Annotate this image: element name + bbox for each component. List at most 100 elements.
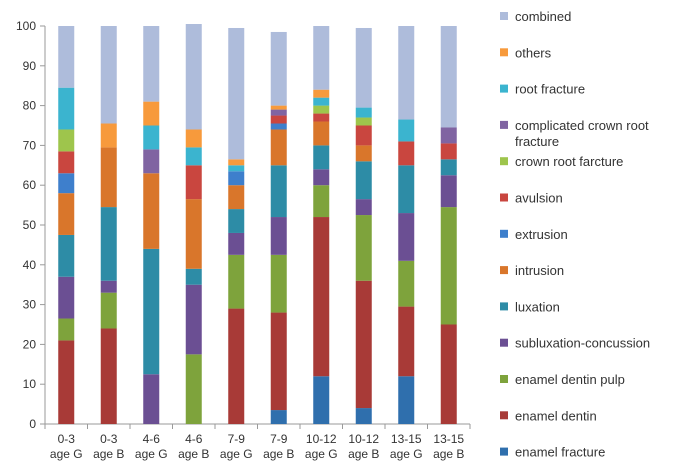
bar-segment-enamel-dentin (355, 280, 372, 409)
bar-segment-subluxation-concussion (100, 280, 117, 293)
bar-segment-luxation (58, 234, 75, 277)
bar-segment-combined (313, 26, 330, 90)
legend-label: complicated crown root fracture (515, 118, 649, 149)
bar-segment-enamel-dentin-pulp (58, 318, 75, 341)
bar-segment-root-fracture (398, 119, 415, 142)
bar-segment-complicated-crown-root-fracture (143, 149, 160, 174)
y-tick-label: 90 (23, 59, 37, 73)
x-tick-label: 4-6 age G (135, 432, 168, 461)
legend-label: root fracture (515, 82, 585, 97)
bar-segment-combined (228, 27, 245, 160)
bar-segment-avulsion (185, 165, 202, 200)
bar-segment-luxation (185, 268, 202, 285)
x-axis: 0-3 age G 0-3 age B 4-6 age G 4-6 age B 7-9 age G… (44, 423, 471, 461)
x-tick-label: 4-6 age B (178, 432, 209, 461)
legend-swatch (500, 338, 508, 347)
bar-segment-intrusion (270, 129, 287, 166)
bar-segment-subluxation-concussion (355, 199, 372, 216)
bar-segment-extrusion (58, 173, 75, 194)
legend-label: others (515, 45, 552, 60)
legend-swatch (500, 229, 508, 238)
bar-segment-enamel-dentin-pulp (185, 354, 202, 424)
bar-segment-combined (398, 26, 415, 120)
bar-segment-root-fracture (228, 165, 245, 172)
bar-segment-enamel-dentin (440, 324, 457, 424)
legend-swatch (500, 120, 508, 129)
legend-label: enamel dentin (515, 408, 597, 423)
y-axis: 0 10 20 30 40 50 60 70 80 90 100 (16, 19, 46, 431)
bar-segment-enamel-dentin-pulp (228, 254, 245, 309)
bar-segment-root-fracture (143, 125, 160, 150)
bar-segment-subluxation-concussion (228, 232, 245, 255)
bar-segment-luxation (398, 165, 415, 214)
bar-segment-extrusion (228, 171, 245, 186)
bar-segment-intrusion (58, 193, 75, 235)
bar-segment-others (143, 101, 160, 126)
bar-segment-enamel-dentin (313, 217, 330, 377)
bar-segment-crown-root-farcture (313, 105, 330, 114)
x-tick-label: 10-12 age B (348, 432, 379, 461)
bar-segment-luxation (228, 209, 245, 233)
x-tick-label: 13-15 age B (433, 432, 464, 461)
bar-segment-root-fracture (58, 87, 75, 130)
bar-segment-enamel-dentin-pulp (355, 215, 372, 281)
x-tick-label: 0-3 age B (93, 432, 124, 461)
y-tick-label: 80 (23, 99, 37, 113)
bar-segment-subluxation-concussion (440, 175, 457, 208)
bar-segment-enamel-dentin (228, 308, 245, 424)
bar-segment-others (185, 129, 202, 148)
bar-segment-avulsion (270, 115, 287, 124)
bar-segment-complicated-crown-root-fracture (270, 109, 287, 116)
bar-segment-intrusion (185, 199, 202, 269)
bar-segment-enamel-fracture (398, 376, 415, 424)
legend-swatch (500, 48, 508, 57)
x-tick-label: 10-12 age G (305, 432, 338, 461)
y-tick-label: 40 (23, 258, 37, 272)
x-tick-label: 7-9 age G (220, 432, 253, 461)
bar-segment-combined (143, 26, 160, 102)
bar-segment-avulsion (58, 151, 75, 174)
legend-swatch (500, 266, 508, 275)
y-tick-label: 50 (23, 218, 37, 232)
bar-segment-enamel-dentin (398, 306, 415, 377)
bar-segment-others (228, 159, 245, 166)
bar-segment-intrusion (228, 185, 245, 210)
bar-segment-intrusion (100, 147, 117, 208)
bar-segment-subluxation-concussion (270, 217, 287, 255)
y-tick-label: 70 (23, 138, 37, 152)
bar-segment-extrusion (270, 123, 287, 130)
bar-segment-enamel-fracture (355, 408, 372, 424)
bar-segment-subluxation-concussion (185, 284, 202, 355)
bar-segment-root-fracture (355, 107, 372, 118)
bar-segment-combined (58, 26, 75, 88)
legend-swatch (500, 84, 508, 93)
bar-segment-subluxation-concussion (313, 169, 330, 186)
legend-label: crown root farcture (515, 154, 623, 169)
legend-label: intrusion (515, 263, 564, 278)
bar-segment-intrusion (313, 121, 330, 146)
legend-swatch (500, 411, 508, 420)
y-tick-label: 60 (23, 178, 37, 192)
bar-segment-subluxation-concussion (143, 374, 160, 424)
legend-swatch (500, 157, 508, 166)
bar-segment-enamel-dentin-pulp (398, 260, 415, 307)
bar-segment-complicated-crown-root-fracture (440, 127, 457, 144)
bar-segment-enamel-fracture (270, 410, 287, 424)
y-tick-label: 10 (23, 377, 37, 391)
bar-segment-crown-root-farcture (58, 129, 75, 152)
legend: combined others root fracture complicated c… (500, 9, 650, 460)
bar-segment-luxation (270, 165, 287, 218)
bar-segment-crown-root-farcture (355, 117, 372, 126)
bar-segment-combined (355, 27, 372, 108)
legend-label: enamel fracture (515, 445, 605, 460)
bar-segment-luxation (313, 145, 330, 170)
bar-segment-enamel-dentin (270, 312, 287, 411)
bar-segment-intrusion (143, 173, 160, 249)
legend-swatch (500, 302, 508, 311)
legend-label: extrusion (515, 227, 568, 242)
bar-segment-luxation (143, 248, 160, 375)
y-tick-label: 20 (23, 337, 37, 351)
y-tick-label: 100 (16, 19, 36, 33)
bar-segment-avulsion (440, 143, 457, 160)
